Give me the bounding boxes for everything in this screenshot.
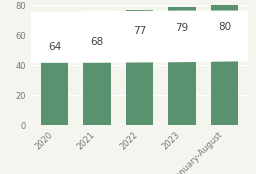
- Circle shape: [0, 31, 256, 62]
- Text: 77: 77: [133, 26, 146, 35]
- Bar: [168, 7, 196, 125]
- Bar: [211, 5, 238, 125]
- Bar: [41, 29, 68, 125]
- Text: 68: 68: [90, 37, 104, 47]
- Circle shape: [0, 26, 256, 57]
- Text: 79: 79: [175, 23, 189, 33]
- Circle shape: [0, 11, 256, 42]
- Bar: [83, 23, 111, 125]
- Text: 64: 64: [48, 42, 61, 52]
- Text: 80: 80: [218, 22, 231, 32]
- Bar: [126, 10, 153, 125]
- Circle shape: [0, 15, 256, 46]
- Circle shape: [0, 13, 256, 44]
